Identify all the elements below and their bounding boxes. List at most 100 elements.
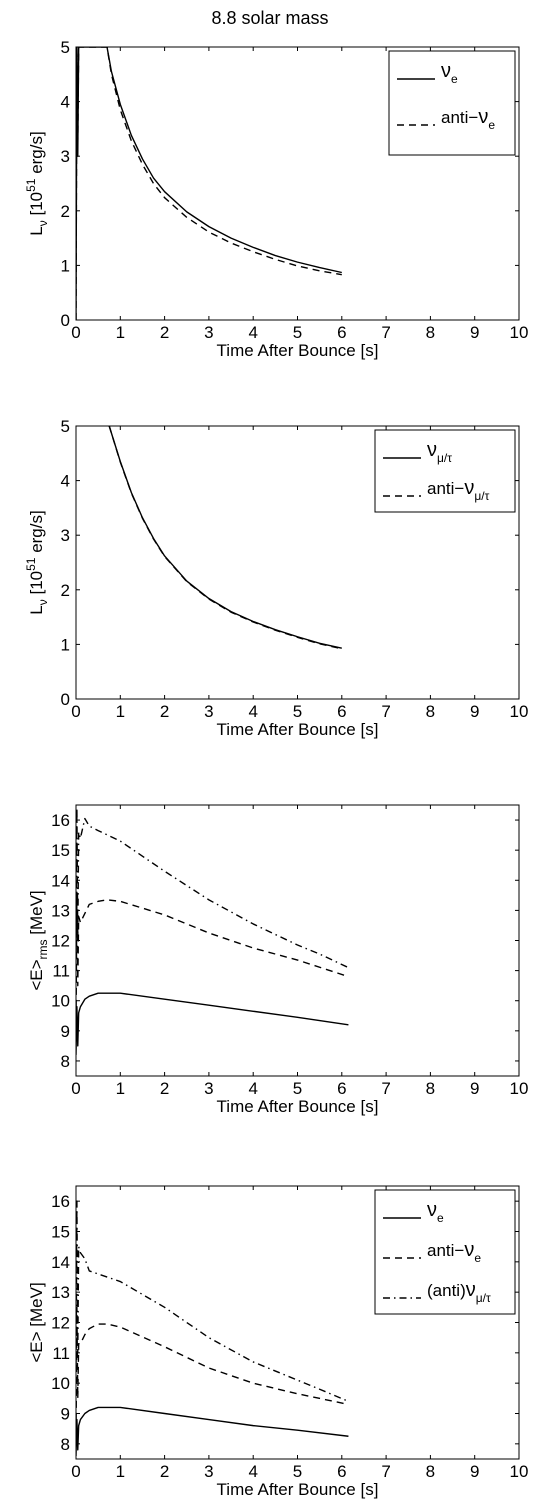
legend-subscript: e xyxy=(474,1251,481,1265)
y-tick-label: 5 xyxy=(61,417,70,436)
legend-prefix: (anti) xyxy=(427,1281,466,1300)
legend-subscript: μ/τ xyxy=(437,451,452,465)
y-tick-label: 13 xyxy=(51,1283,70,1302)
x-tick-label: 6 xyxy=(337,1079,346,1098)
x-tick-label: 5 xyxy=(293,1079,302,1098)
y-tick-label: 12 xyxy=(51,932,70,951)
legend-entry-1: νe xyxy=(441,60,458,86)
x-tick-label: 9 xyxy=(470,1079,479,1098)
y-tick-label: 1 xyxy=(61,635,70,654)
y-axis-label: Lν [1051 erg/s] xyxy=(24,510,50,614)
x-tick-label: 0 xyxy=(71,1079,80,1098)
x-tick-label: 1 xyxy=(116,1462,125,1481)
x-tick-label: 4 xyxy=(248,1462,257,1481)
legend-box xyxy=(374,1189,516,1315)
x-tick-label: 7 xyxy=(381,702,390,721)
y-tick-label: 11 xyxy=(52,962,70,981)
y-tick-label: 4 xyxy=(61,472,70,491)
x-tick-label: 2 xyxy=(160,323,169,342)
legend-prefix: anti− xyxy=(427,1241,464,1260)
legend-subscript: e xyxy=(488,118,495,132)
x-tick-label: 0 xyxy=(71,1462,80,1481)
legend-symbol: ν xyxy=(464,1239,474,1261)
x-tick-label: 6 xyxy=(337,323,346,342)
y-axis-label: Lν [1051 erg/s] xyxy=(24,131,50,235)
y-tick-label: 16 xyxy=(51,1192,70,1211)
x-tick-label: 9 xyxy=(470,1462,479,1481)
y-label-main: <E> xyxy=(27,1331,46,1362)
legend-symbol: ν xyxy=(466,1279,476,1301)
y-tick-label: 10 xyxy=(51,992,70,1011)
y-label-unit: erg/s] xyxy=(27,131,46,178)
y-tick-label: 8 xyxy=(61,1052,70,1071)
y-label-main: L xyxy=(27,226,46,235)
x-tick-label: 5 xyxy=(293,702,302,721)
x-axis-label: Time After Bounce [s] xyxy=(217,720,379,739)
legend-box xyxy=(388,50,516,156)
legend-box xyxy=(374,429,516,513)
y-tick-label: 0 xyxy=(61,690,70,709)
y-tick-label: 14 xyxy=(51,1253,70,1272)
y-label-superscript: 51 xyxy=(24,557,38,571)
y-tick-label: 5 xyxy=(61,38,70,57)
y-tick-label: 16 xyxy=(51,811,70,830)
x-tick-label: 8 xyxy=(426,1079,435,1098)
y-tick-label: 15 xyxy=(51,1223,70,1242)
series-line-1 xyxy=(76,992,349,1055)
legend-entry-2: anti−νμ/τ xyxy=(427,477,490,503)
legend-entry-1: νe xyxy=(427,1199,444,1225)
y-tick-label: 14 xyxy=(51,871,70,890)
x-tick-label: 3 xyxy=(204,1079,213,1098)
x-tick-label: 10 xyxy=(510,323,529,342)
y-tick-label: 3 xyxy=(61,526,70,545)
legend-entry-3: (anti)νμ/τ xyxy=(427,1279,491,1305)
x-tick-label: 1 xyxy=(116,702,125,721)
series-group xyxy=(76,47,342,320)
x-tick-label: 4 xyxy=(248,323,257,342)
series-line-3 xyxy=(76,807,349,971)
x-tick-label: 6 xyxy=(337,1462,346,1481)
x-tick-label: 4 xyxy=(248,702,257,721)
series-line-1 xyxy=(76,47,342,320)
x-tick-label: 8 xyxy=(426,702,435,721)
x-tick-label: 0 xyxy=(71,702,80,721)
x-tick-label: 3 xyxy=(204,1462,213,1481)
y-tick-label: 2 xyxy=(61,581,70,600)
y-label-text: [10 xyxy=(27,571,46,599)
x-axis-label: Time After Bounce [s] xyxy=(217,1480,379,1499)
y-tick-label: 10 xyxy=(51,1374,70,1393)
legend-prefix: anti− xyxy=(427,479,464,498)
y-axis-label: <E> [MeV] xyxy=(27,1282,46,1362)
legend-entry-2: anti−νe xyxy=(427,1239,481,1265)
y-tick-label: 12 xyxy=(51,1314,70,1333)
y-tick-label: 11 xyxy=(52,1344,70,1363)
x-tick-label: 1 xyxy=(116,1079,125,1098)
y-tick-label: 3 xyxy=(61,147,70,166)
legend-symbol: ν xyxy=(478,106,488,128)
x-tick-label: 8 xyxy=(426,323,435,342)
series-line-2 xyxy=(76,1306,349,1444)
x-tick-label: 0 xyxy=(71,323,80,342)
legend-symbol: ν xyxy=(427,439,437,461)
x-tick-label: 10 xyxy=(510,1079,529,1098)
y-label-subscript: ν xyxy=(36,220,50,226)
x-tick-label: 2 xyxy=(160,1079,169,1098)
y-label-subscript: ν xyxy=(36,599,50,605)
y-tick-label: 15 xyxy=(51,841,70,860)
y-tick-label: 8 xyxy=(61,1435,70,1454)
series-group xyxy=(76,807,349,1055)
legend-symbol: ν xyxy=(464,477,474,499)
x-tick-label: 4 xyxy=(248,1079,257,1098)
x-tick-label: 7 xyxy=(381,1462,390,1481)
y-label-text: [10 xyxy=(27,192,46,220)
legend-subscript: μ/τ xyxy=(474,489,489,503)
y-label-main: <E> xyxy=(27,959,46,990)
series-group xyxy=(76,1200,349,1456)
legend-entry-1: νμ/τ xyxy=(427,439,452,465)
x-tick-label: 5 xyxy=(293,323,302,342)
y-tick-label: 13 xyxy=(51,901,70,920)
